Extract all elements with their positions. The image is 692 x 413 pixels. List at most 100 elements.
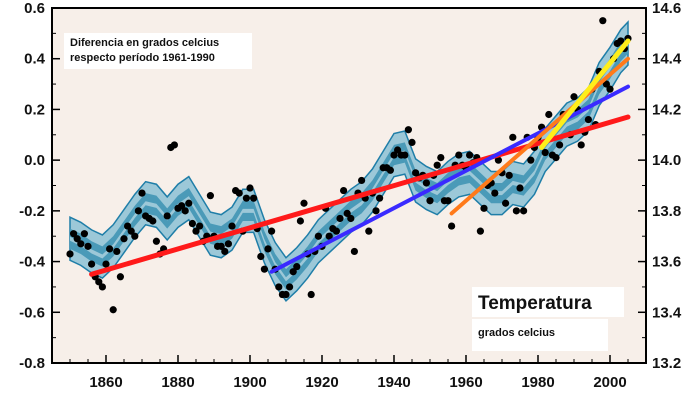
data-point <box>206 192 214 200</box>
title-box <box>472 287 624 317</box>
data-point <box>102 260 110 268</box>
data-point <box>422 179 430 187</box>
note-line-1: Diferencia en grados celcius <box>70 37 219 49</box>
data-point <box>84 242 92 250</box>
data-point <box>340 186 348 195</box>
data-point <box>282 290 290 299</box>
data-point <box>293 263 301 271</box>
y-left-tick-label: -0.6 <box>19 304 45 321</box>
trend-line <box>539 38 631 150</box>
data-point <box>149 217 157 225</box>
data-point <box>88 260 96 268</box>
data-point <box>221 247 229 256</box>
data-point <box>343 209 351 217</box>
data-point <box>188 219 196 228</box>
data-point <box>163 212 171 220</box>
data-point <box>127 227 135 235</box>
data-point <box>365 227 373 235</box>
data-point <box>412 169 420 177</box>
x-tick-label: 1880 <box>161 374 194 391</box>
axes: 1860 1880 1900 1920 1940 1960 1980 2000 0.6 0.4 0.… <box>19 0 682 391</box>
data-point <box>577 141 585 149</box>
data-point <box>584 115 593 124</box>
data-point <box>95 278 103 286</box>
data-point <box>106 245 114 253</box>
data-point <box>408 138 416 146</box>
data-point <box>570 93 578 101</box>
x-tick-label: 2000 <box>593 374 626 391</box>
trend-line <box>449 56 630 216</box>
data-point <box>109 306 117 314</box>
data-point <box>196 222 204 230</box>
y-right-tick-label: 13.4 <box>652 304 682 321</box>
x-tick-label: 1920 <box>305 374 338 391</box>
data-point <box>314 232 322 240</box>
data-point <box>541 148 549 157</box>
data-point <box>77 240 85 248</box>
band-inner <box>70 33 628 290</box>
y-left-tick-label: 0.4 <box>24 51 46 68</box>
data-point <box>390 151 398 159</box>
x-tick-label: 1940 <box>377 374 410 391</box>
data-point <box>509 133 517 141</box>
data-point <box>480 204 488 212</box>
data-point <box>516 184 524 192</box>
trend-line <box>89 114 631 277</box>
data-point <box>73 235 81 243</box>
data-point <box>152 237 160 245</box>
data-point <box>268 227 276 235</box>
data-point <box>505 171 513 179</box>
data-point <box>242 194 250 202</box>
data-point <box>358 176 366 185</box>
data-point <box>138 189 146 197</box>
data-point <box>286 283 294 291</box>
data-point <box>376 194 384 202</box>
data-point <box>264 245 272 253</box>
trend-lines <box>89 38 631 277</box>
data-point <box>552 154 560 162</box>
data-point <box>80 230 88 238</box>
data-point <box>217 242 225 250</box>
data-point <box>617 37 625 45</box>
y-right-tick-label: 14.0 <box>652 152 681 169</box>
data-point <box>307 290 315 299</box>
box-title: Temperatura <box>478 293 592 314</box>
data-point <box>66 250 74 258</box>
data-point <box>520 207 528 215</box>
data-point <box>300 199 308 207</box>
x-tick-label: 1860 <box>89 374 122 391</box>
data-point <box>289 268 297 276</box>
note-line-2: respecto período 1961-1990 <box>70 52 215 64</box>
data-point <box>599 17 607 25</box>
data-point <box>350 247 358 256</box>
x-tick-label: 1980 <box>521 374 554 391</box>
y-right-tick-label: 14.6 <box>652 0 681 17</box>
data-point <box>235 189 243 197</box>
data-point <box>178 202 186 210</box>
note-box <box>64 33 252 69</box>
data-point <box>192 227 200 235</box>
data-point <box>185 199 193 207</box>
data-point <box>347 214 355 223</box>
data-point <box>134 207 142 215</box>
y-left-tick-label: -0.4 <box>19 254 46 271</box>
y-right-tick-label: 13.8 <box>652 203 681 220</box>
y-right-tick-label: 14.4 <box>652 51 682 68</box>
data-point <box>113 247 121 256</box>
data-point <box>426 197 434 205</box>
data-point <box>433 161 441 169</box>
x-tick-label: 1960 <box>449 374 482 391</box>
data-point <box>606 85 614 93</box>
data-point <box>224 240 232 248</box>
data-point <box>260 265 268 273</box>
data-point <box>116 273 124 281</box>
smoothed-band <box>69 20 629 303</box>
data-point <box>527 156 535 164</box>
data-point <box>228 222 236 230</box>
data-point <box>404 126 412 134</box>
y-left-tick-label: 0.0 <box>24 152 45 169</box>
y-left-tick-label: 0.6 <box>24 0 45 17</box>
subtitle-box <box>472 319 608 351</box>
data-point <box>325 232 333 240</box>
